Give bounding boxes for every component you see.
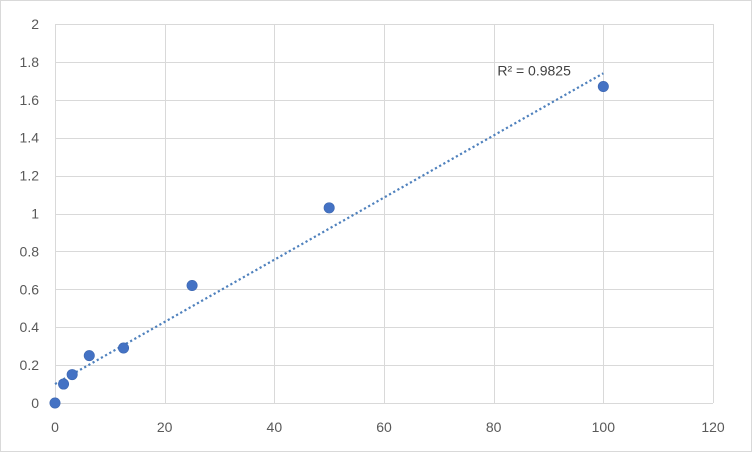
data-point xyxy=(66,369,78,381)
x-tick-label: 40 xyxy=(267,419,283,435)
y-tick-label: 1.2 xyxy=(20,168,40,184)
y-tick-label: 1 xyxy=(31,206,39,222)
x-tick-label: 120 xyxy=(701,419,725,435)
y-tick-label: 2 xyxy=(31,16,39,32)
gridlines xyxy=(55,24,714,404)
data-point xyxy=(49,397,61,409)
y-tick-label: 1.6 xyxy=(20,92,40,108)
data-point xyxy=(186,280,198,292)
x-tick-label: 100 xyxy=(592,419,616,435)
x-tick-label: 80 xyxy=(486,419,502,435)
y-tick-label: 0.6 xyxy=(20,281,40,297)
y-tick-label: 0.2 xyxy=(20,357,40,373)
x-tick-label: 0 xyxy=(51,419,59,435)
y-tick-label: 0 xyxy=(31,395,39,411)
data-point xyxy=(323,202,335,214)
trendline xyxy=(54,72,604,386)
y-axis-tick-labels: 0 0.2 0.4 0.6 0.8 1 1.2 1.4 1.6 1.8 2 xyxy=(20,16,40,411)
x-tick-label: 20 xyxy=(157,419,173,435)
data-point xyxy=(83,350,95,362)
y-tick-label: 1.8 xyxy=(20,54,40,70)
y-tick-label: 0.4 xyxy=(20,319,40,335)
y-tick-label: 1.4 xyxy=(20,130,40,146)
x-tick-label: 60 xyxy=(376,419,392,435)
data-point xyxy=(597,81,609,93)
x-axis-tick-labels: 0 20 40 60 80 100 120 xyxy=(51,419,725,435)
data-point xyxy=(118,342,130,354)
data-point xyxy=(58,378,70,390)
y-tick-label: 0.8 xyxy=(20,243,40,259)
trendline-r-squared-label: R² = 0.9825 xyxy=(497,62,571,78)
trendline-group xyxy=(54,72,604,386)
data-points xyxy=(49,81,609,409)
